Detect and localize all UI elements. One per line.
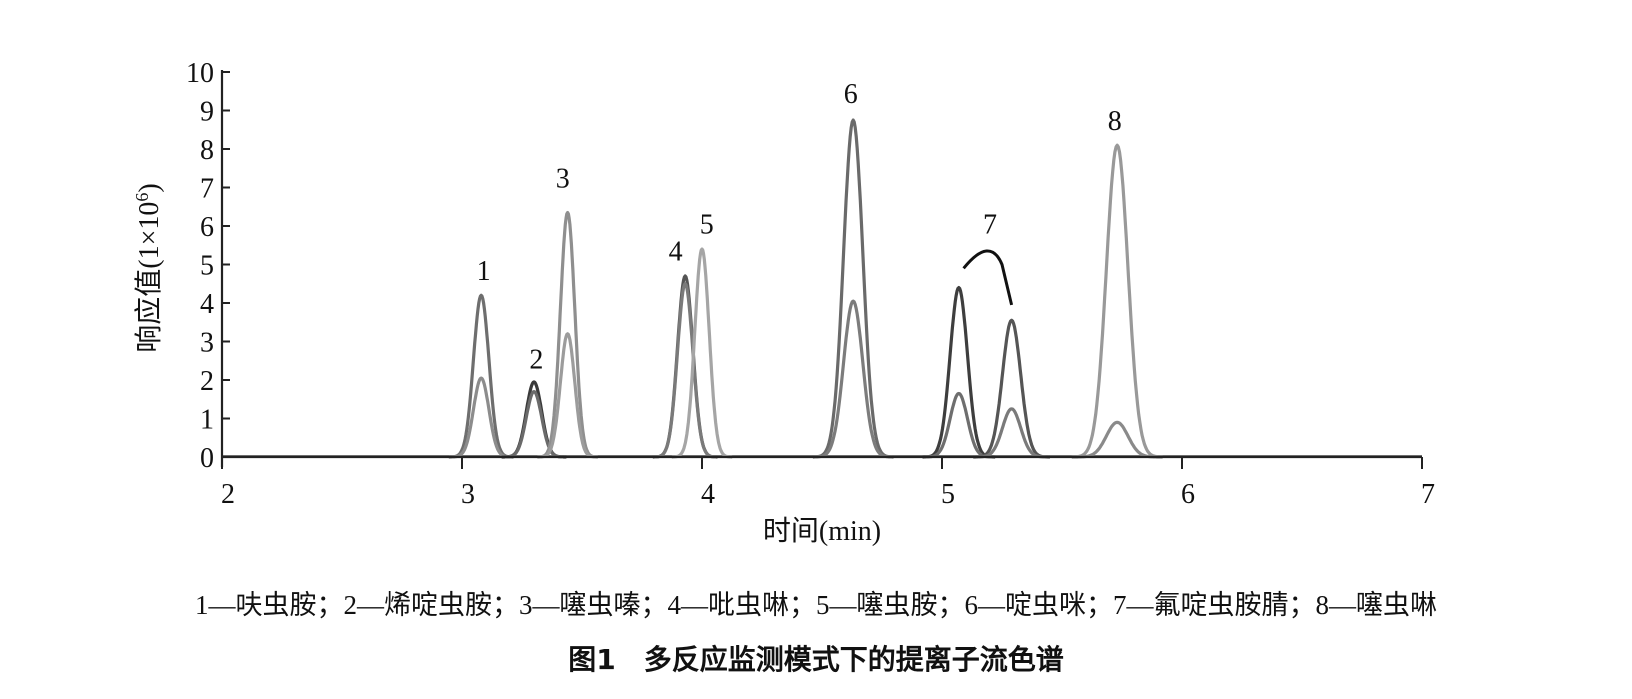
x-tick-label-7: 7	[1421, 479, 1435, 510]
y-tick-label-4: 4	[200, 289, 214, 320]
y-tick-label-8: 8	[200, 135, 214, 166]
peak-trace-7-1	[921, 286, 996, 459]
y-tick-label-7: 7	[200, 174, 214, 205]
peak-trace-3-1	[536, 210, 599, 459]
peak-trace-8-2	[972, 407, 1051, 459]
peak-trace-5-1	[670, 247, 734, 459]
y-axis-title-close: )	[134, 183, 165, 192]
peak-trace-9-1	[1071, 143, 1163, 459]
y-tick-label-9: 9	[200, 97, 214, 128]
peak-label-7: 7	[983, 210, 997, 241]
peak-label-2: 2	[529, 344, 543, 375]
peak-trace-1-2	[448, 376, 515, 459]
y-tick-label-10: 10	[186, 58, 214, 89]
peak-trace-4-2	[652, 282, 719, 459]
compound-legend: 1—呋虫胺；2—烯啶虫胺；3—噻虫嗪；4—吡虫啉；5—噻虫胺；6—啶虫咪；7—氟…	[195, 590, 1437, 620]
peak-trace-1-1	[448, 293, 515, 459]
peak-7-bracket	[962, 249, 1014, 306]
peak-trace-8-1	[972, 318, 1051, 459]
peak-trace-2-2	[501, 390, 567, 459]
peak-label-8: 8	[1108, 106, 1122, 137]
peak-label-4: 4	[669, 237, 683, 268]
y-axis-title-exponent: 6	[132, 193, 152, 202]
chromatogram-traces	[222, 118, 1422, 459]
x-tick-label-6: 6	[1181, 479, 1195, 510]
y-axis-title: 响应值(1×106)	[132, 183, 165, 352]
figure-caption: 图1 多反应监测模式下的提离子流色谱	[568, 643, 1064, 676]
x-tick-label-4: 4	[701, 479, 715, 510]
y-tick-label-1: 1	[200, 405, 214, 436]
y-tick-label-3: 3	[200, 328, 214, 359]
peak-label-3: 3	[556, 164, 570, 195]
peak-trace-6-2	[812, 299, 895, 459]
y-tick-label-6: 6	[200, 212, 214, 243]
peak-trace-6-1	[812, 118, 895, 459]
peak-label-6: 6	[844, 79, 858, 110]
peak-labels: 1 2 3 45 6 7 8	[477, 79, 1122, 376]
x-tick-label-2: 2	[221, 479, 235, 510]
y-tick-label-0: 0	[200, 443, 214, 474]
peak-trace-3-2	[536, 332, 599, 459]
peak-label-1: 1	[477, 256, 491, 287]
x-tick-label-3: 3	[461, 479, 475, 510]
x-axis-title: 时间(min)	[763, 515, 881, 547]
y-axis-title-main: 响应值(1×10	[133, 202, 165, 353]
y-tick-label-2: 2	[200, 366, 214, 397]
x-tick-label-5: 5	[941, 479, 955, 510]
peak-label-5: 5	[700, 210, 714, 241]
peak-trace-7-2	[921, 391, 996, 459]
y-tick-label-5: 5	[200, 251, 214, 282]
